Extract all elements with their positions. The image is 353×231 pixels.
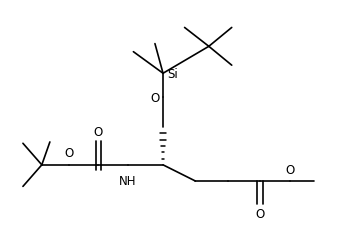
Text: NH: NH xyxy=(119,174,137,188)
Text: O: O xyxy=(64,147,73,160)
Text: O: O xyxy=(94,125,103,138)
Text: O: O xyxy=(255,207,265,220)
Text: O: O xyxy=(150,92,160,105)
Text: Si: Si xyxy=(167,67,178,80)
Text: O: O xyxy=(285,163,294,176)
